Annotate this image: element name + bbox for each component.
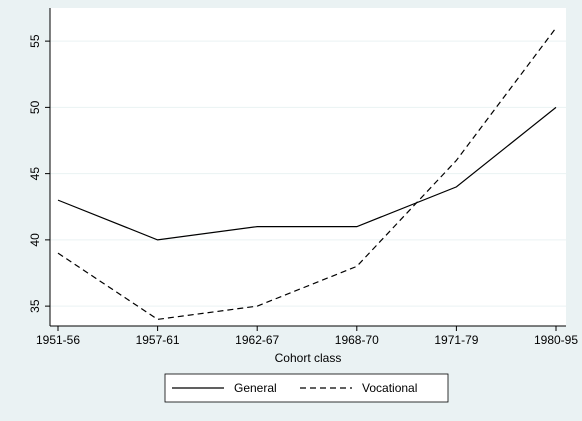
y-tick-label: 50 (28, 100, 42, 114)
x-tick-label: 1968-70 (335, 333, 379, 347)
x-tick-label: 1951-56 (36, 333, 80, 347)
x-tick-label: 1957-61 (136, 333, 180, 347)
plot-area (50, 8, 566, 326)
x-axis-label: Cohort class (275, 351, 342, 365)
y-tick-label: 55 (28, 34, 42, 48)
series-line (57, 106, 557, 241)
x-tick-label: 1971-79 (434, 333, 478, 347)
x-tick-label: 1980-95 (534, 333, 578, 347)
legend-label: Vocational (362, 381, 417, 395)
x-tick-label: 1962-67 (235, 333, 279, 347)
legend-label: General (234, 381, 277, 395)
y-tick-label: 40 (28, 233, 42, 247)
y-tick-label: 35 (28, 299, 42, 313)
series-line (57, 27, 557, 320)
y-tick-label: 45 (28, 167, 42, 181)
